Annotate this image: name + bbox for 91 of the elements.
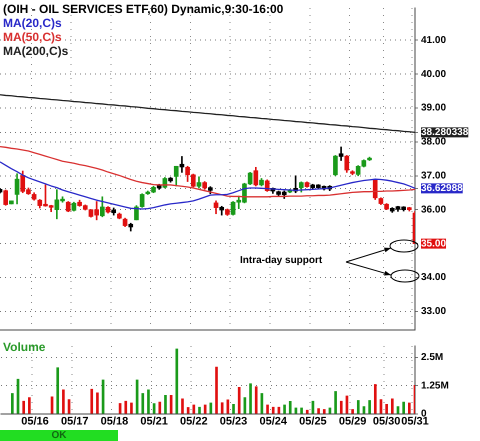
y-tick-label: 40.00 bbox=[421, 68, 446, 80]
bar bbox=[300, 408, 303, 414]
bar bbox=[164, 394, 167, 414]
bar bbox=[210, 402, 212, 414]
bar bbox=[283, 404, 286, 414]
bar bbox=[362, 406, 366, 414]
x-tick-label: 05/25 bbox=[299, 415, 327, 428]
bar bbox=[96, 392, 99, 414]
x-tick-label: 05/16 bbox=[21, 415, 49, 428]
bar bbox=[334, 391, 337, 414]
bar bbox=[260, 393, 264, 414]
x-tick-label: 05/23 bbox=[220, 415, 248, 428]
bar bbox=[204, 404, 206, 414]
bar bbox=[28, 397, 31, 414]
y-tick-label: 38.280338 bbox=[421, 127, 469, 138]
bar bbox=[351, 409, 354, 414]
bar bbox=[220, 402, 224, 414]
bar bbox=[232, 404, 235, 414]
y-tick-label: 35.00 bbox=[421, 238, 446, 250]
text: MA(50,C)s bbox=[3, 30, 63, 44]
chart-title: (OIH - OIL SERVICES ETF,60) Dynamic,9:30-16:00 bbox=[3, 2, 284, 16]
bar bbox=[244, 397, 246, 414]
bar bbox=[380, 399, 382, 414]
bar bbox=[266, 404, 269, 414]
bar bbox=[50, 396, 54, 414]
bar bbox=[130, 402, 133, 414]
bar bbox=[254, 386, 258, 414]
bar bbox=[198, 406, 201, 414]
y-tick-label: 34.00 bbox=[421, 272, 446, 284]
bar bbox=[141, 393, 144, 414]
chart-title: Volume bbox=[3, 340, 46, 354]
y-tick-label: 41.00 bbox=[421, 34, 446, 46]
x-tick-label: 05/17 bbox=[60, 415, 88, 428]
bar bbox=[90, 388, 94, 414]
y-tick-label: 1.25M bbox=[421, 380, 449, 392]
bar bbox=[11, 393, 14, 414]
bar bbox=[62, 390, 65, 414]
bar bbox=[170, 394, 172, 414]
bar bbox=[328, 408, 332, 414]
bar bbox=[294, 408, 298, 414]
text: OK bbox=[0, 430, 118, 441]
bar bbox=[322, 409, 326, 414]
bar bbox=[402, 402, 405, 414]
bar bbox=[340, 400, 343, 414]
x-tick-label: 05/30 bbox=[372, 415, 400, 428]
x-tick-label: 05/22 bbox=[180, 415, 208, 428]
bar bbox=[385, 404, 388, 414]
x-tick-label: 05/21 bbox=[140, 415, 168, 428]
bar bbox=[368, 400, 371, 414]
bar bbox=[390, 398, 394, 414]
bar bbox=[22, 400, 26, 414]
x-tick-label: 05/18 bbox=[100, 415, 128, 428]
bar bbox=[118, 403, 122, 414]
bar bbox=[408, 402, 411, 414]
bar bbox=[215, 366, 218, 414]
y-tick-label: 36.00 bbox=[421, 204, 446, 216]
bar bbox=[278, 406, 280, 414]
bar bbox=[152, 403, 156, 414]
y-tick-label: 37.00 bbox=[421, 170, 446, 182]
bar bbox=[16, 378, 20, 414]
bar bbox=[186, 407, 190, 414]
bar bbox=[356, 400, 360, 414]
x-tick-label: 05/24 bbox=[259, 415, 288, 428]
text: MA(200,C)s bbox=[3, 44, 68, 58]
bar bbox=[136, 380, 138, 414]
bar bbox=[374, 384, 377, 414]
bar bbox=[124, 400, 128, 414]
bar bbox=[158, 402, 162, 414]
y-tick-label: 36.62988 bbox=[421, 183, 464, 194]
annotation: Intra-day support bbox=[240, 255, 322, 266]
bar bbox=[272, 406, 275, 414]
x-tick-label: 05/29 bbox=[338, 415, 366, 428]
bar bbox=[56, 367, 60, 414]
bar bbox=[102, 380, 104, 414]
text: MA(20,C)s bbox=[3, 16, 63, 30]
bar bbox=[68, 399, 70, 414]
bar bbox=[288, 401, 292, 414]
bar bbox=[175, 348, 178, 414]
bar bbox=[396, 406, 400, 414]
bar bbox=[238, 387, 241, 414]
bar bbox=[192, 404, 196, 414]
y-tick-label: 38.00 bbox=[421, 136, 446, 148]
y-tick-label: 39.00 bbox=[421, 102, 446, 114]
bar bbox=[346, 396, 348, 414]
y-tick-label: 33.00 bbox=[421, 306, 446, 318]
bar bbox=[249, 383, 252, 414]
y-tick-label: 2.5M bbox=[421, 352, 444, 364]
bar bbox=[147, 390, 150, 414]
bar bbox=[226, 399, 230, 414]
bar bbox=[312, 400, 314, 414]
bar bbox=[181, 398, 184, 414]
